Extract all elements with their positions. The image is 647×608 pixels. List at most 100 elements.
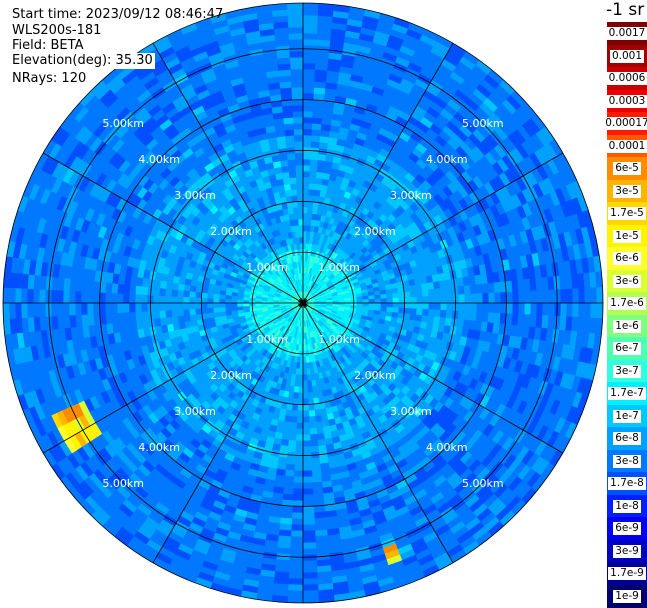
heatmap-cell (429, 303, 435, 310)
heatmap-cell (519, 303, 525, 315)
heatmap-cell (123, 284, 130, 294)
heatmap-cell (183, 291, 189, 298)
heatmap-cell (303, 549, 316, 555)
heatmap-cell (387, 303, 393, 308)
heatmap-cell (464, 285, 471, 294)
heatmap-cell (303, 93, 314, 99)
heatmap-cell (303, 63, 316, 69)
heatmap-cell (141, 311, 148, 320)
heatmap-cell (285, 464, 294, 471)
heatmap-cell (399, 303, 405, 308)
heatmap-cell (165, 310, 172, 318)
heatmap-cell (285, 470, 294, 477)
heatmap-cell (303, 435, 310, 441)
heatmap-cell (303, 51, 316, 57)
heatmap-cell (290, 57, 303, 63)
heatmap-cell (303, 159, 311, 165)
heatmap-cell (405, 303, 411, 309)
heatmap-cell (291, 519, 303, 525)
heatmap-cell (303, 369, 307, 375)
heatmap-cell (410, 309, 416, 315)
heatmap-cell (303, 171, 310, 177)
heatmap-cell (507, 303, 513, 314)
heatmap-cell (313, 105, 324, 112)
heatmap-cell (405, 297, 411, 303)
heatmap-cell (410, 285, 417, 292)
heatmap-cell (293, 117, 303, 123)
heatmap-cell (303, 513, 314, 519)
heatmap-cell (171, 310, 178, 317)
heatmap-cell (201, 298, 207, 303)
heatmap-cell (299, 375, 303, 381)
heatmap-cell (531, 303, 537, 315)
heatmap-cell (291, 81, 303, 87)
heatmap-cell (381, 303, 387, 307)
heatmap-cell (303, 441, 311, 447)
heatmap-cell (183, 309, 189, 316)
heatmap-cell (213, 303, 219, 308)
heatmap-cell (537, 290, 543, 303)
heatmap-cell (285, 135, 294, 142)
heatmap-cell (117, 303, 123, 313)
heatmap-cell (311, 458, 320, 465)
heatmap-cell (303, 537, 316, 543)
heatmap-cell (290, 63, 303, 69)
heatmap-cell (303, 477, 312, 483)
heatmap-cell (310, 428, 317, 435)
heatmap-cell (483, 303, 489, 313)
heatmap-cell (288, 440, 296, 447)
heatmap-cell (303, 207, 308, 213)
heatmap-cell (219, 299, 225, 303)
heatmap-cell (477, 303, 483, 312)
heatmap-cell (303, 165, 310, 171)
heatmap-cell (309, 177, 316, 184)
heatmap-cell (159, 288, 166, 296)
heatmap-cell (303, 57, 316, 63)
heatmap-cell (303, 129, 312, 135)
heatmap-cell (303, 381, 307, 387)
heatmap-cell (282, 105, 293, 112)
heatmap-cell (207, 298, 213, 303)
heatmap-cell (488, 283, 495, 293)
heatmap-cell (308, 393, 313, 399)
heatmap-cell (286, 141, 295, 148)
heatmap-cell (298, 201, 303, 207)
heatmap-cell (308, 404, 314, 411)
heatmap-cell (299, 369, 303, 375)
heatmap-cell (434, 289, 441, 297)
heatmap-cell (135, 285, 142, 294)
heatmap-cell (288, 208, 294, 215)
heatmap-cell (471, 294, 477, 303)
heatmap-cell (111, 303, 117, 313)
heatmap-cell (303, 357, 306, 363)
heatmap-cell (303, 387, 308, 393)
heatmap-cell (494, 313, 501, 324)
heatmap-cell (294, 123, 303, 129)
heatmap-cell (303, 231, 307, 237)
heatmap-cell (309, 189, 315, 195)
heatmap-cell (315, 416, 322, 423)
heatmap-cell (404, 286, 411, 292)
heatmap-cell (303, 177, 310, 183)
heatmap-cell (471, 303, 477, 312)
heatmap-cell (183, 303, 189, 309)
heatmap-cell (296, 429, 303, 435)
heatmap-cell (292, 93, 303, 99)
heatmap-cell (303, 399, 308, 405)
heatmap-cell (381, 299, 387, 303)
heatmap-cell (296, 159, 304, 165)
heatmap-cell (295, 225, 299, 231)
heatmap-cell (307, 387, 312, 393)
heatmap-cell (63, 290, 69, 303)
heatmap-cell (543, 303, 549, 316)
heatmap-cell (447, 295, 453, 303)
heatmap-cell (129, 285, 136, 294)
heatmap-cell (298, 207, 303, 213)
heatmap-cell (303, 363, 307, 369)
heatmap-cell (381, 294, 387, 299)
heatmap-cell (549, 290, 555, 303)
heatmap-cell (303, 459, 312, 465)
heatmap-cell (171, 289, 178, 296)
heatmap-cell (435, 296, 441, 303)
